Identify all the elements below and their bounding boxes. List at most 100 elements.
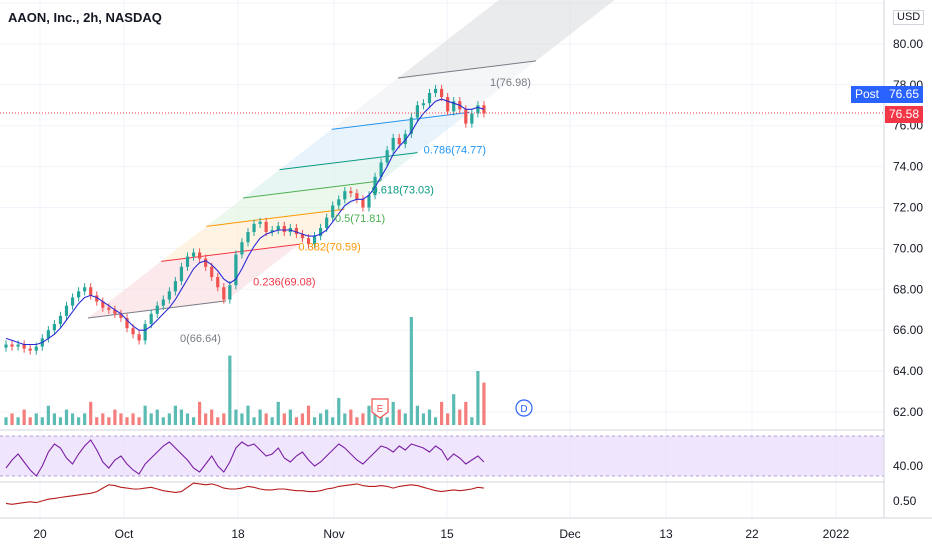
moving-average-line bbox=[5, 98, 485, 346]
volume-bar-9 bbox=[58, 417, 63, 425]
time-tick-label-2: 18 bbox=[231, 527, 245, 541]
volume-bar-67 bbox=[409, 317, 413, 425]
time-tick-label-3: Nov bbox=[323, 527, 344, 541]
time-axis[interactable]: 20 Oct 18 Nov 15 Dec 13 22 2022 bbox=[0, 517, 932, 541]
candle-body-23 bbox=[143, 324, 147, 341]
candle-body-11 bbox=[70, 297, 75, 306]
candle-body-61 bbox=[373, 176, 377, 196]
volume-bar-31 bbox=[191, 417, 196, 425]
last-price-tag: 76.58 bbox=[885, 106, 924, 123]
volume-bar-14 bbox=[89, 401, 93, 425]
volume-bar-0 bbox=[4, 417, 8, 425]
candle-body-15 bbox=[95, 295, 99, 302]
fib-channel-levels bbox=[87, 60, 537, 319]
candle-body-7 bbox=[46, 330, 50, 339]
time-tick-label-5: Dec bbox=[559, 527, 580, 541]
volume-bar-15 bbox=[95, 417, 99, 425]
candle-body-64 bbox=[391, 137, 395, 151]
candle-body-73 bbox=[446, 97, 450, 112]
osc-line bbox=[5, 482, 484, 505]
volume-bar-61 bbox=[373, 413, 377, 425]
fib-zone-extension bbox=[398, 0, 615, 78]
candle-body-19 bbox=[119, 313, 123, 318]
volume-bar-4 bbox=[28, 417, 32, 425]
volume-bar-25 bbox=[155, 409, 159, 425]
candle-body-76 bbox=[464, 109, 468, 124]
volume-bar-53 bbox=[325, 409, 329, 425]
fib-zone-1 bbox=[161, 209, 345, 262]
volume-bar-33 bbox=[204, 413, 208, 425]
candle-body-67 bbox=[409, 117, 413, 134]
fib-zone-2 bbox=[206, 180, 381, 227]
candle-body-58 bbox=[355, 193, 359, 200]
candle-body-36 bbox=[222, 287, 226, 300]
candle-body-54 bbox=[331, 205, 335, 218]
volume-bar-77 bbox=[470, 417, 474, 425]
volume-bar-64 bbox=[391, 401, 395, 425]
volume-bar-47 bbox=[288, 409, 292, 425]
volume-bar-26 bbox=[161, 417, 165, 425]
time-tick-label-6: 13 bbox=[659, 527, 673, 541]
volume-bar-6 bbox=[40, 417, 44, 425]
candle-body-18 bbox=[113, 309, 117, 314]
volume-bar-22 bbox=[137, 417, 141, 425]
volume-bar-69 bbox=[421, 413, 426, 425]
candle-body-43 bbox=[264, 221, 268, 233]
fib-level-label-1: 1(76.98) bbox=[490, 77, 531, 89]
osc-tick-label: 0.50 bbox=[893, 494, 917, 508]
volume-bar-52 bbox=[319, 413, 323, 425]
volume-bar-76 bbox=[464, 401, 468, 425]
volume-bar-43 bbox=[264, 413, 268, 425]
earnings-marker-label: E bbox=[377, 404, 384, 415]
candle-body-8 bbox=[52, 324, 56, 331]
candle-body-60 bbox=[367, 195, 371, 208]
candle-body-42 bbox=[258, 221, 262, 224]
dividend-marker: D bbox=[515, 399, 533, 417]
volume-bar-34 bbox=[210, 409, 214, 425]
candle-body-40 bbox=[246, 232, 250, 243]
fib-level-label-0.382: 0.382(70.59) bbox=[298, 241, 360, 253]
fib-zone-3 bbox=[243, 152, 418, 198]
candle-body-22 bbox=[137, 334, 141, 341]
candle-body-5 bbox=[34, 346, 38, 351]
volume-bar-40 bbox=[246, 405, 250, 425]
candle-body-12 bbox=[77, 291, 81, 298]
volume-bar-35 bbox=[216, 417, 220, 425]
volume-bar-49 bbox=[300, 413, 305, 425]
volume-bar-3 bbox=[22, 409, 26, 425]
volume-bar-18 bbox=[113, 409, 117, 425]
candle-body-41 bbox=[252, 223, 256, 233]
chart-title: AAON, Inc., 2h, NASDAQ bbox=[8, 10, 162, 25]
candle-body-27 bbox=[167, 291, 171, 300]
candle-body-20 bbox=[125, 317, 129, 329]
candles[interactable] bbox=[4, 84, 486, 355]
candle-body-70 bbox=[427, 92, 432, 104]
fib-level-line-1 bbox=[397, 60, 537, 79]
fib-level-line-0.786 bbox=[331, 111, 470, 130]
volume-bar-32 bbox=[198, 401, 202, 425]
candle-body-39 bbox=[240, 242, 244, 255]
time-tick-label-8: 2022 bbox=[823, 527, 850, 541]
volume-bar-39 bbox=[240, 413, 244, 425]
currency-label[interactable]: USD bbox=[893, 10, 925, 25]
fib-level-label-0: 0(66.64) bbox=[180, 333, 221, 345]
volume-bar-63 bbox=[385, 417, 389, 425]
price-tick-label-4: 70.00 bbox=[893, 241, 923, 255]
fib-zone-0 bbox=[88, 244, 300, 318]
fib-channel[interactable] bbox=[88, 0, 728, 318]
candle-body-30 bbox=[185, 256, 190, 267]
candle-body-29 bbox=[179, 266, 184, 282]
candle-body-72 bbox=[440, 88, 444, 98]
volume-bar-24 bbox=[149, 413, 153, 425]
volume-bar-12 bbox=[77, 417, 81, 425]
candle-body-55 bbox=[337, 199, 341, 206]
time-tick-label-0: 20 bbox=[33, 527, 47, 541]
volume-bar-55 bbox=[337, 398, 341, 425]
fib-level-line-0.5 bbox=[242, 180, 382, 199]
candle-body-69 bbox=[421, 103, 426, 106]
volume-bar-57 bbox=[349, 409, 353, 425]
volume-bar-28 bbox=[173, 405, 177, 425]
fib-level-labels: 0(66.64) 0.236(69.08) 0.382(70.59) 0.5(71.8… bbox=[180, 77, 531, 345]
